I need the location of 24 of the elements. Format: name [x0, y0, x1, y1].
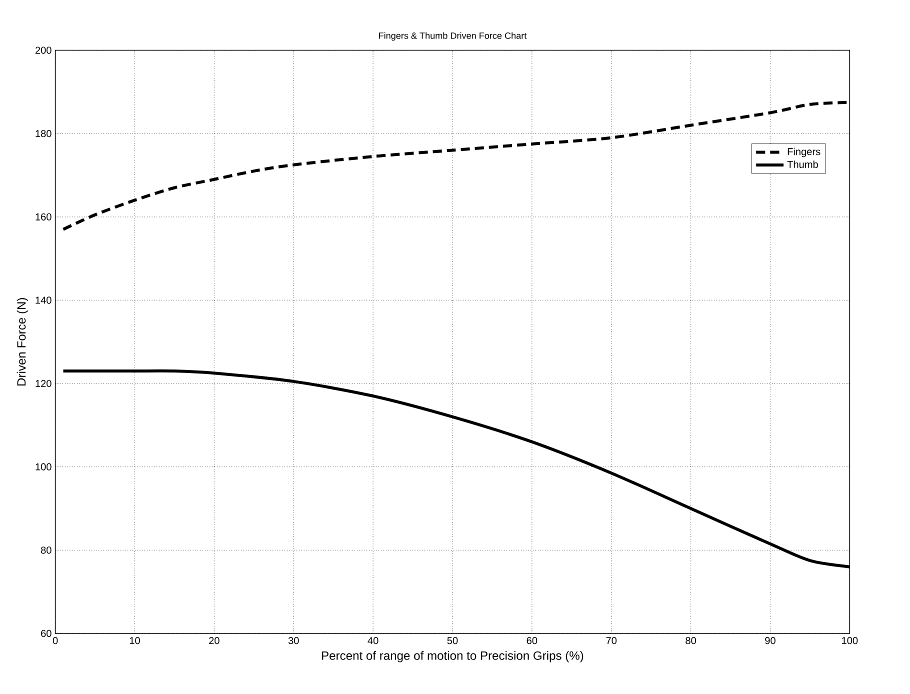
x-tick-label: 90 [765, 637, 776, 644]
y-tick-label: 60 [41, 630, 52, 638]
x-tick-label: 10 [130, 637, 140, 644]
x-tick-label: 20 [209, 637, 220, 644]
legend-label: Thumb [787, 160, 818, 168]
legend-label: Fingers [788, 148, 820, 158]
y-tick-label: 120 [36, 380, 52, 388]
x-tick-label: 40 [368, 637, 378, 644]
chart-title: Fingers & Thumb Driven Force Chart [379, 32, 527, 41]
y-tick-label: 140 [36, 296, 52, 304]
x-tick-label: 50 [447, 637, 458, 644]
x-tick-label: 0 [52, 637, 58, 644]
x-tick-label: 70 [606, 637, 617, 644]
y-tick-label: 160 [36, 213, 52, 221]
x-axis-title: Percent of range of motion to Precision Grips (%) [322, 651, 584, 662]
y-axis-title: Driven Force (N) [16, 298, 28, 386]
x-tick-label: 30 [288, 637, 299, 644]
x-tick-label: 60 [526, 637, 538, 644]
x-tick-label: 100 [842, 637, 858, 644]
y-tick-label: 200 [35, 46, 52, 54]
y-tick-label: 80 [41, 546, 52, 554]
y-tick-label: 100 [36, 463, 52, 470]
x-tick-label: 80 [686, 637, 696, 644]
y-tick-label: 180 [36, 130, 52, 138]
